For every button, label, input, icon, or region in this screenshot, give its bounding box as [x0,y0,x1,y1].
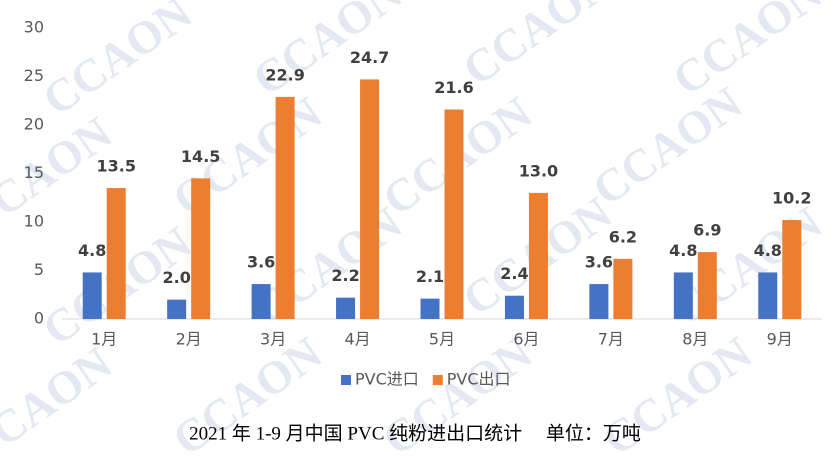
value-label: 24.7 [350,48,389,67]
watermark: CCAON [0,337,121,456]
value-label: 2.1 [416,267,444,286]
bar [275,96,295,320]
x-tick-label: 9月 [767,330,793,349]
legend-label: PVC出口 [447,370,511,389]
x-tick-label: 3月 [260,330,286,349]
value-label: 13.0 [519,161,558,180]
value-label: 3.6 [585,253,613,272]
bar [782,220,802,319]
bar [336,297,356,319]
value-label: 4.8 [754,241,782,260]
bar [360,79,380,319]
legend-swatch [341,375,351,385]
y-tick-label: 5 [34,260,44,279]
x-tick-label: 5月 [429,330,455,349]
y-tick-label: 20 [24,115,44,134]
value-label: 2.4 [500,264,528,283]
x-tick-label: 2月 [176,330,202,349]
chart-title: 2021 年 1-9 月中国 PVC 纯粉进出口统计 单位：万吨 [189,422,641,444]
x-tick-label: 7月 [598,330,624,349]
bar [191,178,211,319]
bar [251,284,271,319]
bar [528,192,548,319]
y-tick-label: 15 [24,163,44,182]
value-label: 4.8 [78,241,106,260]
bar [758,272,778,319]
value-label: 13.5 [96,157,135,176]
x-tick-label: 8月 [682,330,708,349]
watermark: CCAON [33,0,200,125]
value-label: 10.2 [772,189,811,208]
bar [589,284,609,319]
bar [167,299,187,319]
x-tick-label: 1月 [91,330,117,349]
bar [420,298,440,319]
bar [82,272,102,319]
legend-swatch [432,375,443,385]
watermark: CCAON [663,0,830,105]
value-label: 4.8 [669,241,697,260]
y-tick-label: 0 [34,309,44,328]
value-label: 3.6 [247,253,275,272]
bar [106,188,126,319]
y-tick-label: 25 [24,66,44,85]
watermark: CCAON [583,77,750,216]
value-label: 6.9 [693,221,721,240]
y-tick-label: 30 [24,18,44,37]
x-tick-label: 6月 [513,330,539,349]
value-label: 2.2 [331,266,359,285]
bar [504,295,524,319]
watermark: CCAON [0,107,121,246]
bar [673,272,693,319]
value-label: 14.5 [181,147,220,166]
watermark: CCAON [453,0,620,95]
value-label: 22.9 [265,65,304,84]
value-label: 21.6 [434,78,473,97]
bar [697,252,717,319]
x-tick-label: 4月 [344,330,370,349]
bar [444,109,464,319]
value-label: 6.2 [609,227,637,246]
bar [613,258,633,319]
y-tick-label: 10 [24,212,44,231]
value-label: 2.0 [162,268,190,287]
legend-label: PVC进口 [355,370,419,389]
